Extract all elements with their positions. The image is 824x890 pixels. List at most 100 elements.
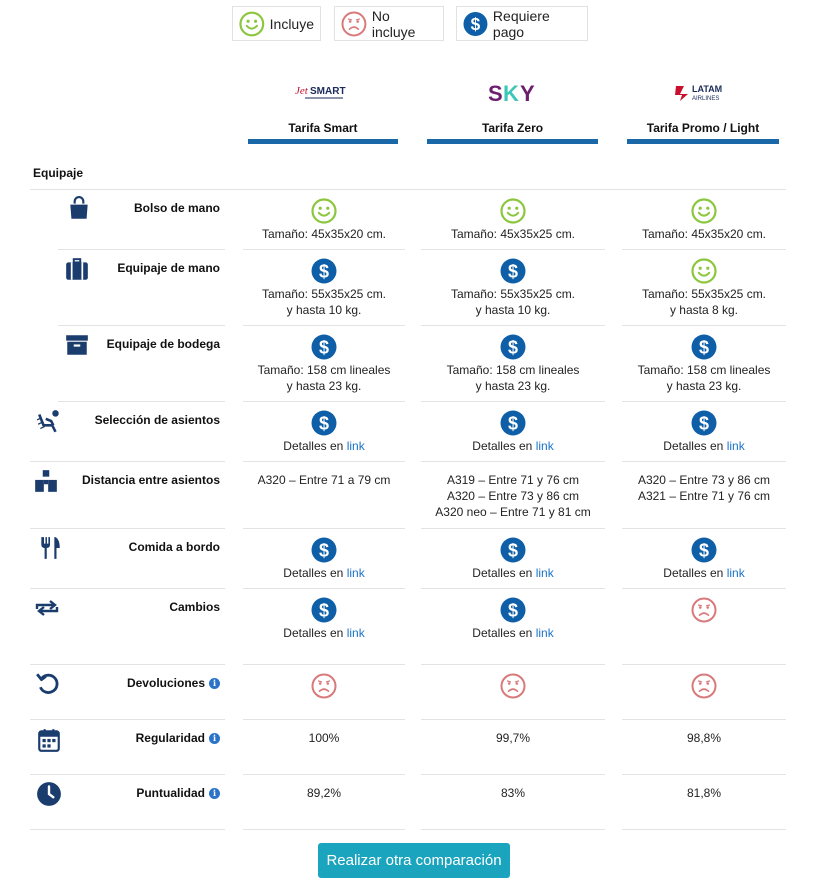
row-divider xyxy=(243,325,405,326)
svg-text:$: $ xyxy=(508,541,518,561)
row-label-text: Comida a bordo xyxy=(128,540,220,554)
fare-name: Tarifa Promo / Light xyxy=(646,121,760,135)
column-underline xyxy=(627,139,779,144)
detail-link[interactable]: link xyxy=(346,566,365,580)
cutlery-icon xyxy=(37,535,63,561)
compare-again-button[interactable]: Realizar otra comparación xyxy=(318,843,510,878)
column-underline xyxy=(427,139,598,144)
detail-text: Detalles en xyxy=(472,439,533,453)
dollar-icon: $ xyxy=(500,258,526,284)
row-divider xyxy=(622,461,786,462)
row-divider xyxy=(30,528,225,529)
comparison-cell: $ Detalles en link xyxy=(243,410,405,454)
comparison-cell: 89,2% xyxy=(243,785,405,801)
row-label-equipaje-de-mano: Equipaje de mano xyxy=(20,261,220,275)
svg-text:$: $ xyxy=(508,601,518,621)
svg-text:$: $ xyxy=(699,541,709,561)
detail-link[interactable]: link xyxy=(346,439,365,453)
cell-value: 99,7% xyxy=(495,731,531,745)
row-label-devoluciones: Devoluciones i xyxy=(20,676,220,690)
row-divider xyxy=(243,401,405,402)
detail-text: Detalles en xyxy=(472,626,533,640)
happy-face-icon xyxy=(311,198,337,224)
svg-text:K: K xyxy=(503,81,519,105)
cell-text: y hasta 8 kg. xyxy=(669,303,739,317)
dollar-icon: $ xyxy=(500,537,526,563)
row-divider xyxy=(30,664,225,665)
svg-text:$: $ xyxy=(508,414,518,434)
detail-text: Detalles en xyxy=(283,566,344,580)
comparison-cell: $ Tamaño: 55x35x25 cm. y hasta 10 kg. xyxy=(243,258,405,318)
comparison-cell: $ Tamaño: 158 cm lineales y hasta 23 kg. xyxy=(622,334,786,394)
row-label-cambios: Cambios xyxy=(20,600,220,614)
cell-text: A320 neo – Entre 71 y 81 cm xyxy=(435,505,591,519)
legroom-icon xyxy=(33,468,59,494)
column-underline xyxy=(248,139,398,144)
comparison-cell: $ Detalles en link xyxy=(243,537,405,581)
cell-text: A319 – Entre 71 y 76 cm xyxy=(446,473,580,487)
svg-text:$: $ xyxy=(319,414,329,434)
svg-text:$: $ xyxy=(471,14,481,34)
dollar-icon: $ xyxy=(311,258,337,284)
row-label-equipaje-de-bodega: Equipaje de bodega xyxy=(20,337,220,351)
row-label-text: Bolso de mano xyxy=(133,201,220,215)
detail-link[interactable]: link xyxy=(346,626,365,640)
cell-text: y hasta 23 kg. xyxy=(666,379,742,393)
detail-link[interactable]: link xyxy=(726,566,745,580)
detail-text: Detalles en xyxy=(283,626,344,640)
cell-detail: Detalles en link xyxy=(243,565,405,581)
cell-value: 89,2% xyxy=(306,786,342,800)
cell-detail: Detalles en link xyxy=(622,565,786,581)
row-label-text: Selección de asientos xyxy=(94,413,220,427)
dollar-icon: $ xyxy=(691,334,717,360)
comparison-cell: 81,8% xyxy=(622,785,786,801)
cell-text: A320 – Entre 73 y 86 cm xyxy=(446,489,580,503)
dollar-icon: $ xyxy=(691,537,717,563)
happy-face-icon xyxy=(239,11,265,37)
clock-icon xyxy=(36,781,62,807)
comparison-cell: 83% xyxy=(421,785,605,801)
svg-text:Jet: Jet xyxy=(295,85,309,97)
info-icon[interactable]: i xyxy=(209,787,220,799)
fare-name: Tarifa Smart xyxy=(288,121,358,135)
detail-text: Detalles en xyxy=(472,566,533,580)
dollar-icon: $ xyxy=(500,597,526,623)
row-label-text: Cambios xyxy=(169,600,220,614)
sad-face-icon xyxy=(500,673,526,699)
legend-requiere-pago: $ Requiere pago xyxy=(456,6,588,41)
dollar-icon: $ xyxy=(500,334,526,360)
detail-link[interactable]: link xyxy=(726,439,745,453)
svg-text:$: $ xyxy=(319,338,329,358)
cell-detail: Detalles en link xyxy=(421,625,605,641)
cell-value: 98,8% xyxy=(686,731,722,745)
row-label-text: Equipaje de bodega xyxy=(106,337,220,351)
row-divider xyxy=(243,528,405,529)
happy-face-icon xyxy=(691,198,717,224)
detail-link[interactable]: link xyxy=(535,626,554,640)
comparison-cell: $ Tamaño: 55x35x25 cm. y hasta 10 kg. xyxy=(421,258,605,318)
bag-icon xyxy=(66,196,92,222)
info-icon[interactable]: i xyxy=(209,677,220,689)
row-divider xyxy=(58,249,225,250)
row-label-distancia-entre-asientos: Distancia entre asientos xyxy=(20,473,220,487)
detail-link[interactable]: link xyxy=(535,439,554,453)
row-divider xyxy=(58,325,225,326)
row-divider xyxy=(30,774,225,775)
row-divider xyxy=(30,189,786,190)
refund-icon xyxy=(35,671,61,697)
row-divider xyxy=(622,664,786,665)
sad-face-icon xyxy=(691,673,717,699)
cell-text: Tamaño: 55x35x25 cm. xyxy=(641,287,767,301)
info-icon[interactable]: i xyxy=(209,732,220,744)
row-divider xyxy=(243,664,405,665)
cell-text: Tamaño: 55x35x25 cm. xyxy=(261,287,387,301)
row-divider xyxy=(243,588,405,589)
cell-text: A320 – Entre 71 a 79 cm xyxy=(257,473,391,487)
svg-text:$: $ xyxy=(319,541,329,561)
comparison-cell: A320 – Entre 71 a 79 cm xyxy=(243,472,405,488)
detail-text: Detalles en xyxy=(663,439,724,453)
comparison-cell: $ Detalles en link xyxy=(243,597,405,641)
detail-link[interactable]: link xyxy=(535,566,554,580)
svg-text:$: $ xyxy=(319,262,329,282)
legend-label: No incluye xyxy=(371,7,416,40)
